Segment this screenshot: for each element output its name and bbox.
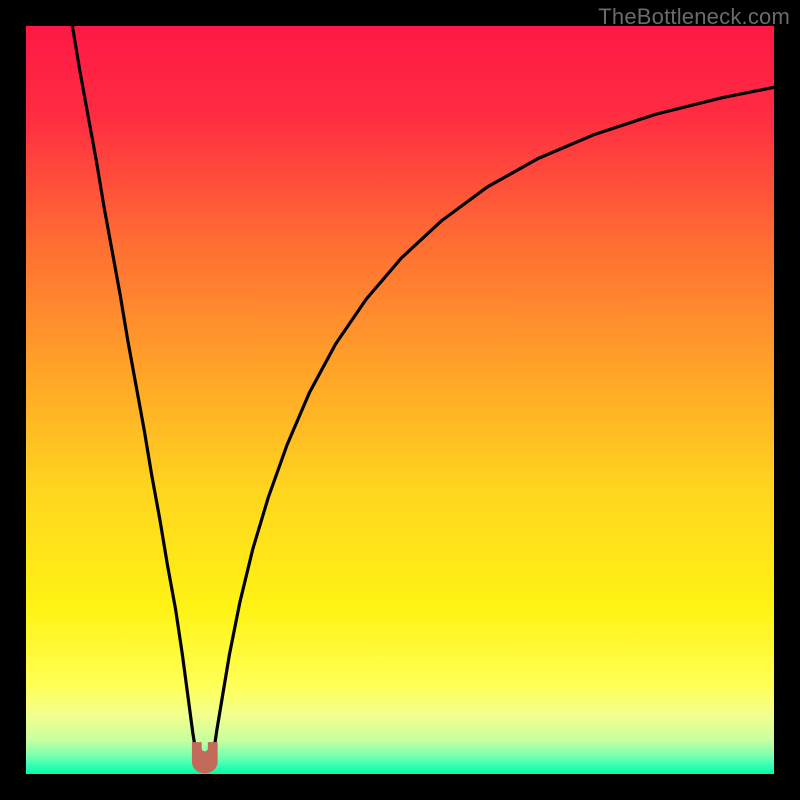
watermark-text: TheBottleneck.com <box>598 4 790 30</box>
chart-container: TheBottleneck.com <box>0 0 800 800</box>
chart-svg <box>0 0 800 800</box>
